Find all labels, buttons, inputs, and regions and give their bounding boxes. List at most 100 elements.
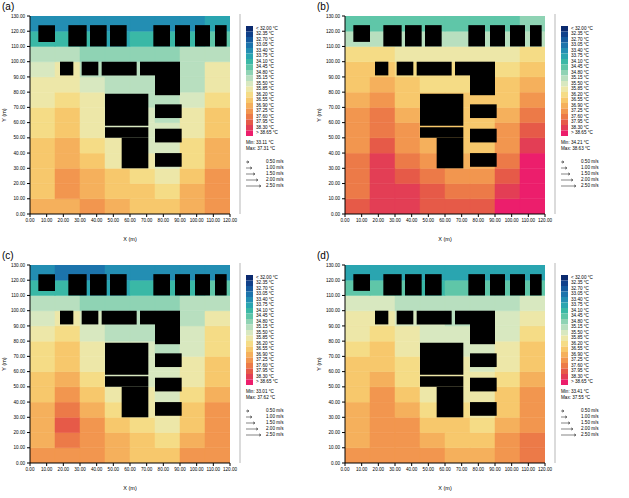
svg-text:100.00: 100.00 <box>190 467 204 472</box>
svg-text:< 32.00 °C: < 32.00 °C <box>571 275 594 280</box>
svg-text:36.55 °C: 36.55 °C <box>571 346 590 351</box>
svg-text:0.00: 0.00 <box>26 467 35 472</box>
svg-text:33.40 °C: 33.40 °C <box>256 48 275 53</box>
svg-text:40.00: 40.00 <box>329 151 341 156</box>
svg-text:20.00: 20.00 <box>14 181 26 186</box>
svg-text:1.00 m/s: 1.00 m/s <box>266 165 284 170</box>
svg-text:0.50 m/s: 0.50 m/s <box>266 408 284 413</box>
svg-text:60.00: 60.00 <box>439 218 451 223</box>
svg-text:10.00: 10.00 <box>329 445 341 450</box>
svg-text:32.35 °C: 32.35 °C <box>571 280 590 285</box>
svg-text:Min: 33.01 °C: Min: 33.01 °C <box>246 389 275 394</box>
svg-text:30.00: 30.00 <box>389 218 401 223</box>
svg-text:35.50 °C: 35.50 °C <box>571 81 590 86</box>
svg-text:40.00: 40.00 <box>406 467 418 472</box>
svg-text:90.00: 90.00 <box>14 324 26 329</box>
svg-text:1.50 m/s: 1.50 m/s <box>266 171 284 176</box>
svg-text:X (m): X (m) <box>438 236 452 242</box>
svg-text:33.05 °C: 33.05 °C <box>571 42 590 47</box>
svg-text:37.25 °C: 37.25 °C <box>571 108 590 113</box>
svg-text:1.50 m/s: 1.50 m/s <box>581 171 599 176</box>
svg-text:50.00: 50.00 <box>108 218 120 223</box>
svg-text:X (m): X (m) <box>438 485 452 491</box>
svg-text:Y (m): Y (m) <box>316 357 322 371</box>
svg-text:120.00: 120.00 <box>326 278 340 283</box>
svg-text:120.00: 120.00 <box>11 29 25 34</box>
svg-text:50.00: 50.00 <box>329 135 341 140</box>
svg-text:37.60 °C: 37.60 °C <box>571 114 590 119</box>
svg-text:36.20 °C: 36.20 °C <box>571 92 590 97</box>
svg-text:100.00: 100.00 <box>505 467 519 472</box>
svg-text:Min: 33.41 °C: Min: 33.41 °C <box>561 389 590 394</box>
svg-text:34.80 °C: 34.80 °C <box>256 319 275 324</box>
svg-text:< 32.00 °C: < 32.00 °C <box>256 26 279 31</box>
svg-text:33.05 °C: 33.05 °C <box>256 42 275 47</box>
svg-text:Y (m): Y (m) <box>1 357 7 371</box>
svg-text:90.00: 90.00 <box>489 218 501 223</box>
svg-text:60.00: 60.00 <box>124 218 136 223</box>
svg-text:(c): (c) <box>2 250 14 261</box>
svg-text:35.15 °C: 35.15 °C <box>256 324 275 329</box>
svg-text:38.30 °C: 38.30 °C <box>571 125 590 130</box>
svg-text:Min: 34.21 °C: Min: 34.21 °C <box>561 140 590 145</box>
svg-text:Max: 37.62 °C: Max: 37.62 °C <box>246 395 276 400</box>
svg-text:34.10 °C: 34.10 °C <box>571 59 590 64</box>
svg-text:37.95 °C: 37.95 °C <box>571 119 590 124</box>
svg-text:70.00: 70.00 <box>141 467 153 472</box>
svg-text:50.00: 50.00 <box>14 135 26 140</box>
svg-text:33.75 °C: 33.75 °C <box>256 302 275 307</box>
svg-text:130.00: 130.00 <box>326 263 340 268</box>
svg-text:33.05 °C: 33.05 °C <box>571 291 590 296</box>
svg-text:20.00: 20.00 <box>58 467 70 472</box>
svg-text:37.95 °C: 37.95 °C <box>571 368 590 373</box>
svg-text:60.00: 60.00 <box>124 467 136 472</box>
svg-text:50.00: 50.00 <box>423 467 435 472</box>
svg-text:110.00: 110.00 <box>521 467 535 472</box>
svg-text:40.00: 40.00 <box>14 151 26 156</box>
svg-text:120.00: 120.00 <box>223 467 237 472</box>
svg-text:0.00: 0.00 <box>16 212 25 217</box>
svg-text:34.10 °C: 34.10 °C <box>256 308 275 313</box>
svg-text:10.00: 10.00 <box>356 218 368 223</box>
svg-text:80.00: 80.00 <box>14 339 26 344</box>
svg-text:40.00: 40.00 <box>14 400 26 405</box>
svg-text:37.95 °C: 37.95 °C <box>256 368 275 373</box>
svg-text:10.00: 10.00 <box>329 196 341 201</box>
svg-text:35.50 °C: 35.50 °C <box>256 81 275 86</box>
svg-text:80.00: 80.00 <box>14 90 26 95</box>
svg-text:> 38.65 °C: > 38.65 °C <box>571 379 594 384</box>
svg-text:130.00: 130.00 <box>11 14 25 19</box>
svg-text:100.00: 100.00 <box>326 308 340 313</box>
svg-text:30.00: 30.00 <box>329 415 341 420</box>
svg-text:20.00: 20.00 <box>373 467 385 472</box>
svg-text:60.00: 60.00 <box>329 369 341 374</box>
svg-text:2.50 m/s: 2.50 m/s <box>581 432 599 437</box>
svg-text:Max: 37.31 °C: Max: 37.31 °C <box>246 146 276 151</box>
svg-text:(d): (d) <box>317 250 329 261</box>
svg-text:40.00: 40.00 <box>329 400 341 405</box>
svg-text:0.00: 0.00 <box>331 461 340 466</box>
svg-text:100.00: 100.00 <box>505 218 519 223</box>
svg-text:32.70 °C: 32.70 °C <box>571 37 590 42</box>
svg-text:110.00: 110.00 <box>206 467 220 472</box>
svg-text:Y (m): Y (m) <box>1 108 7 122</box>
svg-text:70.00: 70.00 <box>141 218 153 223</box>
svg-text:32.35 °C: 32.35 °C <box>256 280 275 285</box>
svg-text:30.00: 30.00 <box>329 166 341 171</box>
svg-text:37.60 °C: 37.60 °C <box>256 363 275 368</box>
svg-text:37.25 °C: 37.25 °C <box>571 357 590 362</box>
svg-text:X (m): X (m) <box>123 485 137 491</box>
svg-text:60.00: 60.00 <box>14 369 26 374</box>
svg-text:36.55 °C: 36.55 °C <box>256 97 275 102</box>
svg-text:0.00: 0.00 <box>26 218 35 223</box>
svg-text:33.40 °C: 33.40 °C <box>256 297 275 302</box>
svg-text:35.15 °C: 35.15 °C <box>256 75 275 80</box>
svg-text:35.50 °C: 35.50 °C <box>256 330 275 335</box>
svg-text:100.00: 100.00 <box>190 218 204 223</box>
svg-text:90.00: 90.00 <box>174 467 186 472</box>
svg-text:36.20 °C: 36.20 °C <box>256 92 275 97</box>
svg-text:100.00: 100.00 <box>11 59 25 64</box>
svg-text:80.00: 80.00 <box>473 218 485 223</box>
svg-text:34.45 °C: 34.45 °C <box>571 313 590 318</box>
svg-text:0.00: 0.00 <box>341 218 350 223</box>
